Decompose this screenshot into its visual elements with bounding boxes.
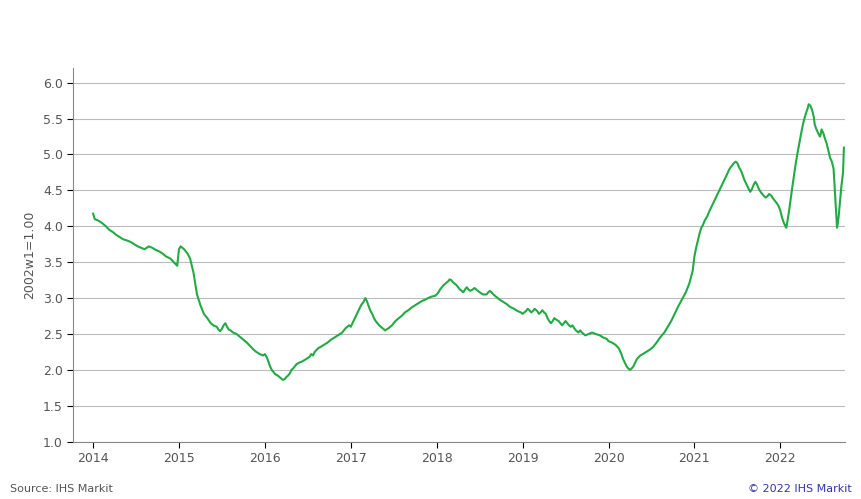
Y-axis label: 2002w1=1.00: 2002w1=1.00 [23, 211, 36, 299]
Text: Source: IHS Markit: Source: IHS Markit [10, 484, 113, 494]
Text: © 2022 IHS Markit: © 2022 IHS Markit [747, 484, 851, 494]
Text: IHS Markit Materials  Price Index: IHS Markit Materials Price Index [11, 12, 334, 30]
